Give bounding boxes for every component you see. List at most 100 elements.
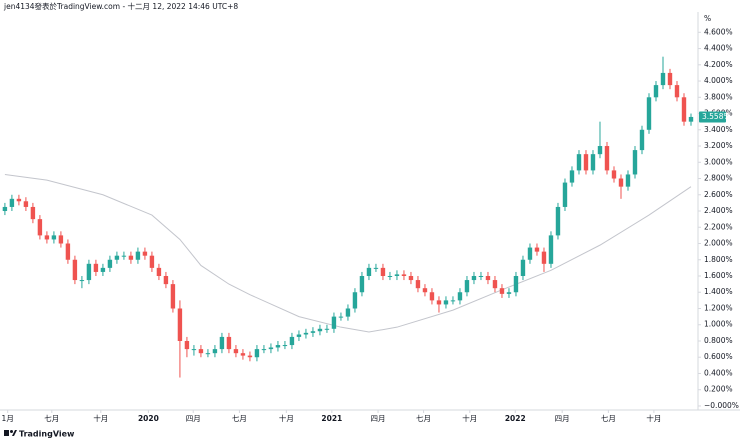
candle xyxy=(338,312,344,321)
candle-body xyxy=(205,353,211,355)
candle-body xyxy=(667,72,673,86)
x-tick-label: 2022 xyxy=(505,414,526,423)
candle xyxy=(415,276,421,293)
candle xyxy=(191,345,197,356)
candle xyxy=(247,351,253,362)
candle xyxy=(576,150,582,175)
candle-body xyxy=(2,206,8,212)
candle xyxy=(289,332,295,350)
candle xyxy=(317,324,323,336)
candle-body xyxy=(359,276,365,293)
candle-body xyxy=(191,349,197,351)
candle xyxy=(604,141,610,175)
candle xyxy=(597,121,603,159)
candle-body xyxy=(156,267,162,276)
y-tick-label: −0.000% xyxy=(704,401,739,410)
candle xyxy=(296,330,302,341)
candle xyxy=(58,231,64,248)
candle-body xyxy=(254,349,260,358)
y-tick-label: 3.000% xyxy=(704,157,733,166)
candle xyxy=(394,270,400,281)
candle xyxy=(618,174,624,199)
candle-body xyxy=(394,274,400,276)
candle-body xyxy=(380,267,386,276)
candle xyxy=(233,345,239,358)
candle xyxy=(660,56,666,90)
candle xyxy=(387,271,393,281)
candle-body xyxy=(289,336,295,346)
candle xyxy=(86,259,92,285)
candle-body xyxy=(93,263,99,272)
candle xyxy=(282,340,288,350)
x-tick-label: 十月 xyxy=(279,413,294,423)
candle-body xyxy=(128,255,134,260)
candle-body xyxy=(625,174,631,187)
candle-body xyxy=(429,292,435,301)
candle xyxy=(128,251,134,264)
candle xyxy=(324,324,330,333)
candle xyxy=(156,263,162,281)
candle xyxy=(478,271,484,281)
candle xyxy=(688,113,694,126)
candle-body xyxy=(499,288,505,294)
candle-body xyxy=(338,316,344,318)
y-tick-label: 1.600% xyxy=(704,271,733,280)
candle-body xyxy=(226,336,232,350)
candle-body xyxy=(492,280,498,289)
candle xyxy=(471,271,477,285)
candle xyxy=(653,81,659,102)
candle-body xyxy=(282,345,288,347)
candle-body xyxy=(142,251,148,256)
candle xyxy=(646,93,652,134)
candle-body xyxy=(107,259,113,268)
candle xyxy=(16,194,22,206)
candle xyxy=(142,247,148,260)
candle-body xyxy=(219,336,225,350)
candle-body xyxy=(303,332,309,335)
candle xyxy=(583,150,589,175)
candle-body xyxy=(65,243,71,260)
candle-body xyxy=(184,340,190,350)
candle xyxy=(2,202,8,216)
candle-body xyxy=(58,235,64,244)
candle-body xyxy=(30,206,36,220)
candle-body xyxy=(240,353,246,356)
candle xyxy=(107,255,113,272)
candle-body xyxy=(331,316,337,329)
candle xyxy=(51,231,57,244)
candle xyxy=(240,349,246,360)
candle-body xyxy=(583,154,589,171)
candle xyxy=(492,276,498,293)
candle xyxy=(401,270,407,281)
candle xyxy=(422,284,428,297)
candle-body xyxy=(373,267,379,269)
candle-body xyxy=(541,251,547,264)
candle-body xyxy=(443,300,449,305)
candle xyxy=(380,263,386,281)
candle-body xyxy=(51,235,57,240)
y-tick-label: 0.800% xyxy=(704,336,733,345)
y-tick-label: 3.200% xyxy=(704,141,733,150)
x-tick-label: 十月 xyxy=(646,413,661,423)
candle xyxy=(352,288,358,313)
candle-body xyxy=(674,85,680,98)
candle xyxy=(590,150,596,175)
candle xyxy=(520,255,526,281)
candle-body xyxy=(352,292,358,309)
candle-body xyxy=(366,267,372,276)
candle-body xyxy=(296,334,302,337)
y-tick-label: 3.400% xyxy=(704,125,733,134)
candle-body xyxy=(569,170,575,183)
candle xyxy=(100,263,106,276)
candle xyxy=(681,93,687,126)
candle-body xyxy=(632,150,638,175)
x-tick-label: 七月 xyxy=(232,414,247,423)
y-tick-label: 2.600% xyxy=(704,190,733,199)
candle-body xyxy=(660,72,666,86)
candle xyxy=(44,231,50,244)
last-price-label: 3.558% xyxy=(702,112,731,121)
candle-body xyxy=(261,349,267,351)
y-tick-label: 1.000% xyxy=(704,320,733,329)
candle-body xyxy=(317,328,323,332)
y-tick-label: 1.400% xyxy=(704,287,733,296)
